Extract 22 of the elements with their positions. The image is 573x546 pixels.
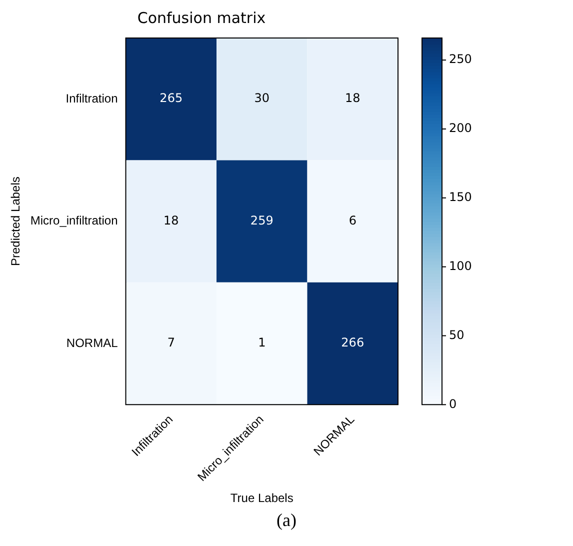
data-label: 6 bbox=[348, 213, 356, 228]
x-axis-title: True Labels bbox=[230, 491, 294, 506]
color-bar-label: 250 bbox=[449, 52, 472, 66]
y-tick-label: Infiltration bbox=[66, 91, 118, 106]
text: (a) bbox=[276, 510, 298, 531]
color-bar-label: 200 bbox=[449, 121, 472, 136]
data-label: 18 bbox=[163, 213, 179, 228]
data-label: 259 bbox=[250, 213, 274, 228]
chart-title: Confusion matrix bbox=[137, 8, 266, 27]
data-label: 1 bbox=[258, 336, 266, 350]
y-axis-title: Predicted Labels bbox=[8, 176, 23, 266]
data-label: 30 bbox=[254, 91, 270, 106]
color-bar-label: 0 bbox=[449, 396, 457, 411]
color-bar-label: 150 bbox=[449, 190, 472, 204]
color-bar-label: 100 bbox=[449, 258, 472, 273]
data-label: 265 bbox=[160, 91, 183, 106]
y-tick-label: Micro_infiltration bbox=[30, 214, 118, 228]
data-label: 18 bbox=[344, 91, 360, 106]
y-tick-label: NORMAL bbox=[66, 336, 118, 350]
data-label: 266 bbox=[341, 336, 364, 350]
data-label: 7 bbox=[167, 336, 175, 350]
color-bar-label: 50 bbox=[449, 328, 464, 342]
